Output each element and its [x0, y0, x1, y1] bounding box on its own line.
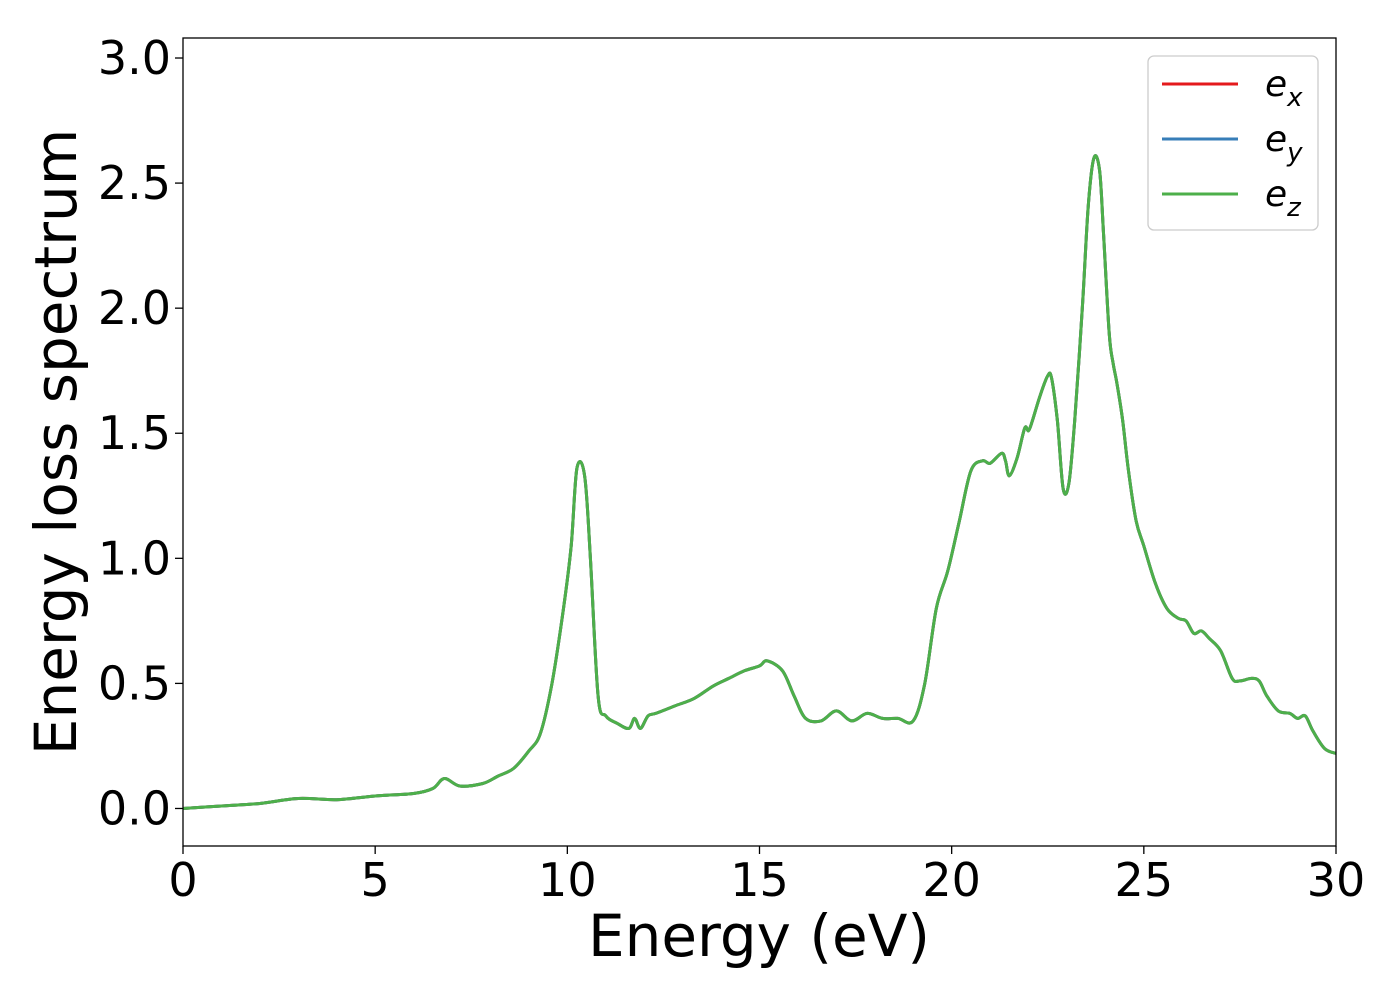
x-tick-label: 30 — [1307, 853, 1366, 907]
x-tick-label: 25 — [1115, 853, 1174, 907]
x-axis-label: Energy (eV) — [588, 902, 930, 970]
x-tick-label: 15 — [730, 853, 789, 907]
y-axis-label: Energy loss spectrum — [22, 129, 90, 755]
y-tick-label: 2.0 — [98, 281, 171, 335]
y-tick-label: 1.5 — [98, 406, 171, 460]
legend-label-e-x: ex — [1265, 64, 1303, 113]
legend-box — [1147, 55, 1319, 231]
x-tick-label: 20 — [922, 853, 981, 907]
x-tick-label: 5 — [361, 853, 390, 907]
y-tick-label: 0.0 — [98, 781, 171, 835]
series-layer — [182, 154, 1337, 810]
ticks-layer: 0 5 10 15 20 25 30 0.0 0.5 1.0 1.5 2.0 2.5 3.0 — [98, 31, 1365, 907]
legend-label-e-z: ez — [1265, 174, 1302, 223]
series-line-e-z — [182, 154, 1337, 810]
y-tick-label: 2.5 — [98, 156, 171, 210]
legend: ex ey ez — [1147, 55, 1319, 231]
x-tick-label: 0 — [168, 853, 197, 907]
legend-label-e-y: ey — [1265, 119, 1303, 168]
x-tick-label: 10 — [538, 853, 597, 907]
y-tick-label: 3.0 — [98, 31, 171, 85]
y-tick-label: 1.0 — [98, 531, 171, 585]
y-tick-label: 0.5 — [98, 656, 171, 710]
plot-frame — [182, 37, 1337, 847]
